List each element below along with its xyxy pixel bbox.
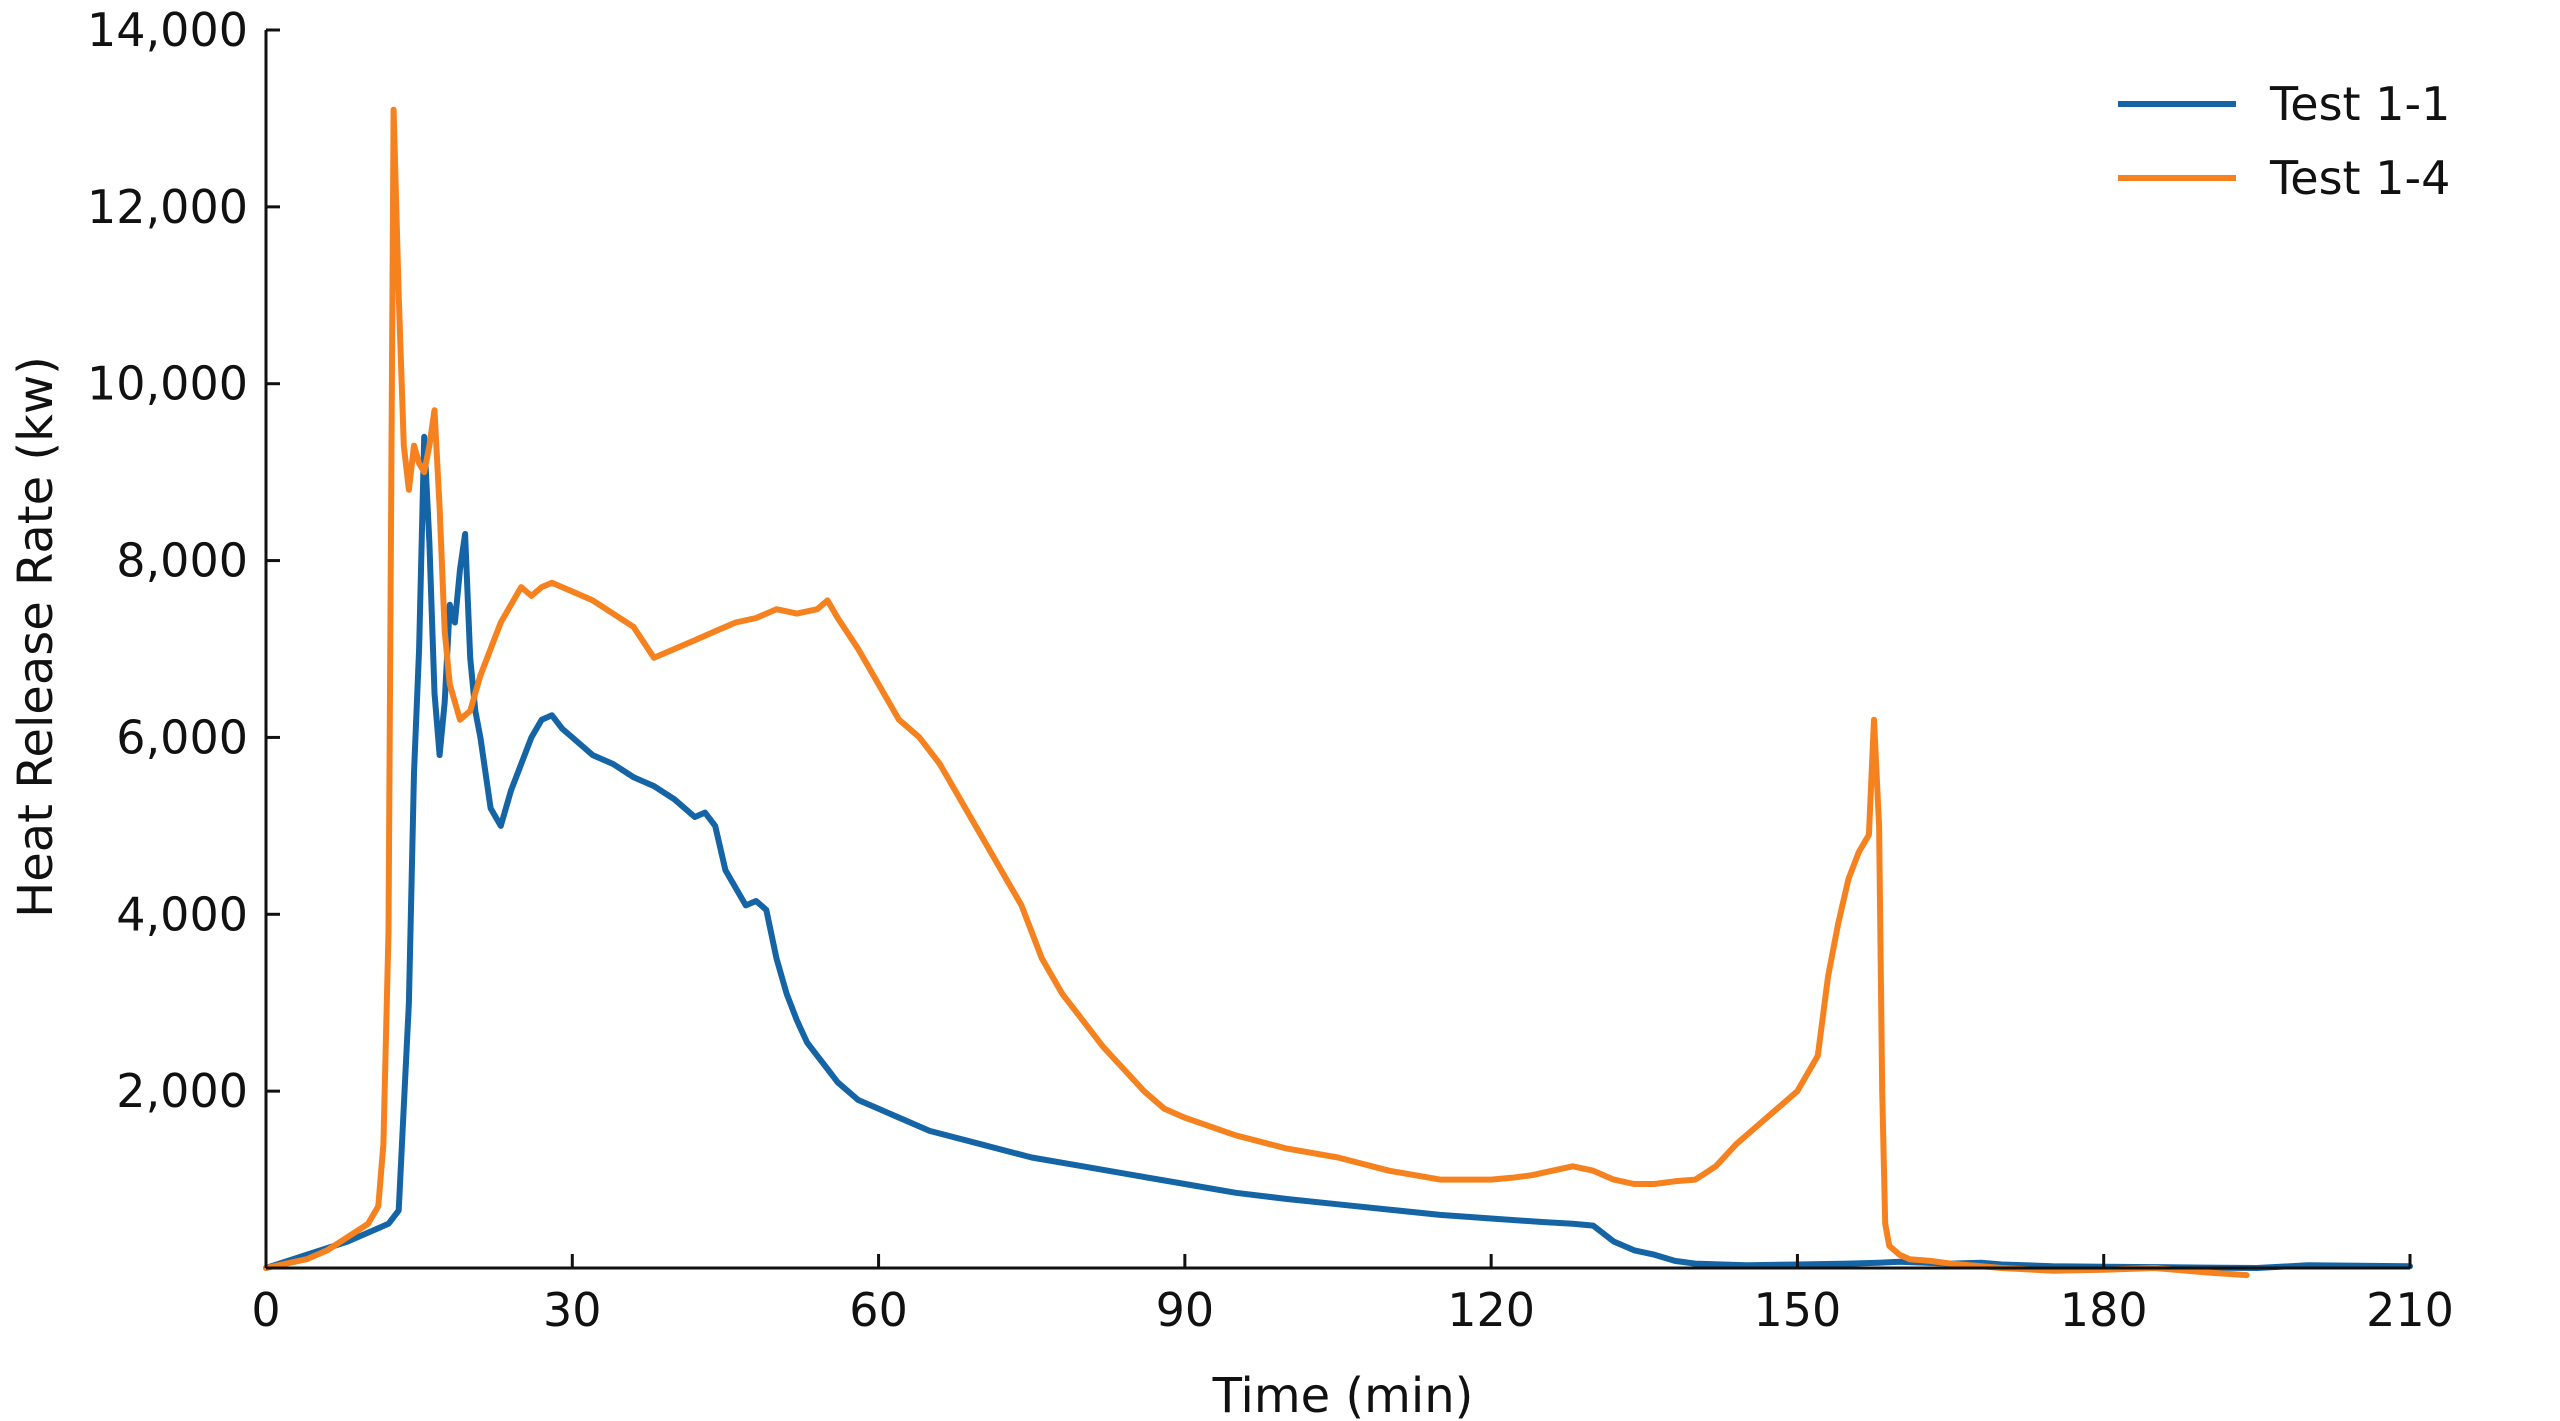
x-tick-label: 120 — [1447, 1283, 1535, 1337]
y-tick-label: 12,000 — [87, 180, 248, 234]
tick-labels: 0 30 60 90 120 150 180 210 2,000 4,000 6,000 8,000 1… — [87, 3, 2454, 1337]
legend: Test 1-1 Test 1-4 — [2118, 77, 2450, 205]
y-tick-label: 14,000 — [87, 3, 248, 57]
x-tick-label: 90 — [1156, 1283, 1215, 1337]
legend-label: Test 1-4 — [2269, 151, 2450, 205]
y-tick-label: 4,000 — [116, 887, 248, 941]
x-tick-label: 180 — [2060, 1283, 2148, 1337]
x-tick-label: 30 — [543, 1283, 602, 1337]
x-tick-label: 210 — [2366, 1283, 2454, 1337]
y-axis-title: Heat Release Rate (kw) — [8, 356, 64, 918]
y-tick-label: 10,000 — [87, 357, 248, 411]
x-tick-label: 150 — [1754, 1283, 1842, 1337]
x-tick-label: 0 — [251, 1283, 280, 1337]
series-line-1 — [263, 433, 2413, 1271]
plot-lines — [263, 106, 2413, 1279]
x-tick-label: 60 — [849, 1283, 908, 1337]
series-line-2 — [263, 106, 2250, 1279]
axes — [264, 28, 2412, 1270]
x-axis-title: Time (min) — [1212, 1368, 1474, 1421]
y-tick-label: 2,000 — [116, 1064, 248, 1118]
y-tick-label: 6,000 — [116, 710, 248, 764]
legend-label: Test 1-1 — [2269, 77, 2450, 131]
y-tick-label: 8,000 — [116, 534, 248, 588]
